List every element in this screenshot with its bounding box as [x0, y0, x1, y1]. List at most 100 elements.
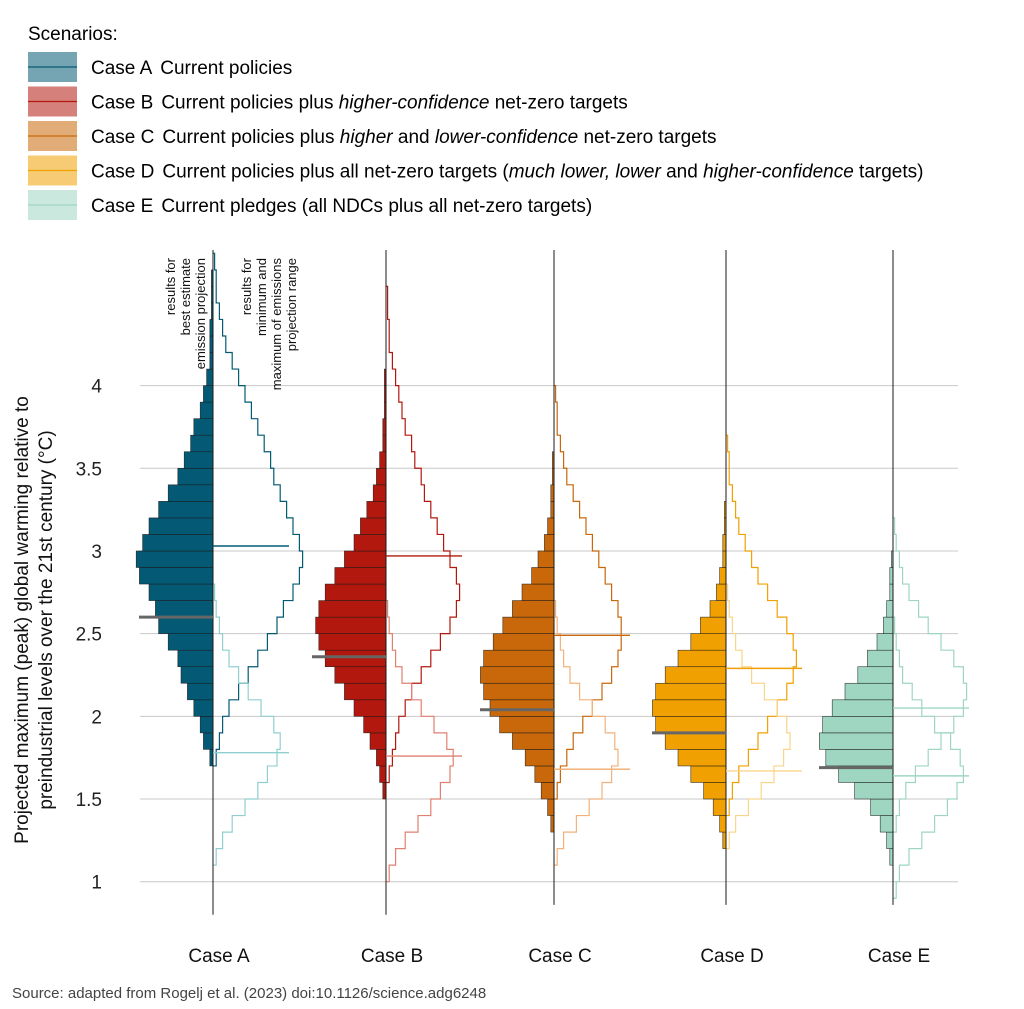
histogram-bar: [502, 616, 555, 634]
legend-text-part: higher-confidence: [339, 93, 490, 114]
legend-text-part: net-zero targets: [578, 127, 716, 148]
annotation-line: projection range: [284, 258, 299, 351]
histogram-bar: [512, 600, 555, 618]
histogram-bar: [531, 567, 555, 585]
histogram-bar: [655, 716, 727, 734]
best-estimate-histogram: [315, 368, 387, 800]
annotation-line: results for: [163, 257, 178, 315]
annotation-line: maximum of emissions: [269, 258, 284, 391]
histogram-bar: [664, 732, 727, 750]
violin-case-b: [312, 250, 462, 915]
legend-text-part: higher: [340, 127, 393, 148]
histogram-bar: [483, 682, 555, 701]
histogram-bar: [540, 782, 555, 800]
legend-text-part: Current policies plus all net-zero targe…: [162, 162, 509, 183]
histogram-bar: [353, 699, 387, 717]
histogram-bar: [177, 649, 214, 668]
annotation-min-max-range: results for minimum and maximum of emissio…: [239, 257, 299, 390]
histogram-bar: [690, 765, 727, 783]
histogram-bar: [369, 732, 387, 750]
histogram-bar: [177, 467, 214, 486]
histogram-bar: [521, 583, 555, 601]
histogram-bar: [135, 550, 214, 568]
legend-title: Scenarios:: [28, 24, 118, 45]
violin-case-d: [652, 250, 802, 905]
histogram-bar: [363, 716, 387, 734]
legend-text-part: lower-confidence: [435, 127, 578, 148]
histogram-bar: [158, 501, 214, 519]
histogram-bar: [825, 749, 894, 767]
best-estimate-histogram: [819, 550, 894, 866]
min-range-histogram: [554, 599, 619, 866]
legend-entry-1: Case A Current policies: [28, 52, 292, 82]
histogram-bar: [655, 682, 727, 701]
histogram-bar: [886, 600, 894, 618]
histogram-bar: [199, 401, 214, 419]
histogram-bar: [139, 567, 214, 585]
histogram-bar: [712, 798, 727, 816]
histogram-bar: [483, 649, 555, 668]
annotation-line: best estimate: [178, 258, 193, 335]
annotation-line: emission projection: [193, 258, 208, 369]
min-range-histogram: [386, 599, 454, 883]
histogram-bar: [512, 732, 555, 750]
histogram-bar: [379, 451, 387, 469]
legend-text-part: Current policies: [160, 58, 292, 79]
histogram-bar: [193, 418, 214, 436]
legend-case-name: Case E: [91, 196, 153, 217]
histogram-bar: [819, 732, 894, 750]
histogram-bar: [870, 798, 894, 816]
legend-entry-4: Case D Current policies plus all net-zero…: [28, 155, 923, 186]
legend-text-part: and: [393, 127, 435, 148]
histogram-bar: [366, 501, 387, 519]
legend-text-part: higher-confidence: [703, 162, 854, 183]
legend-label: Case E Current pledges (all NDCs plus all…: [91, 196, 592, 217]
histogram-bar: [534, 765, 555, 783]
histogram-bar: [537, 550, 555, 568]
legend-text-part: and: [661, 162, 703, 183]
y-axis-label: Projected maximum (peak) global warming …: [12, 396, 57, 844]
histogram-bar: [372, 484, 387, 502]
x-category-label: Case A: [188, 946, 250, 967]
best-estimate-histogram: [480, 451, 555, 833]
x-category-label: Case C: [528, 946, 591, 967]
histogram-bar: [652, 699, 727, 717]
histogram-bar: [499, 716, 555, 734]
histogram-bar: [190, 434, 214, 453]
histogram-bar: [677, 749, 727, 767]
legend-entry-3: Case C Current policies plus higher and l…: [28, 121, 717, 151]
histogram-bar: [524, 749, 555, 767]
histogram-bar: [544, 534, 555, 552]
max-range-histogram: [893, 517, 968, 833]
histogram-bar: [480, 666, 555, 684]
histogram-bar: [822, 716, 894, 734]
histogram-bar: [142, 534, 214, 552]
histogram-bar: [376, 467, 387, 486]
histogram-bar: [203, 732, 214, 750]
legend-text-part: net-zero targets: [489, 93, 627, 114]
histogram-bar: [193, 699, 214, 717]
y-tick-label: 2.5: [76, 625, 102, 646]
best-estimate-histogram: [652, 501, 727, 849]
histogram-bar: [167, 633, 214, 651]
histogram-bar: [344, 550, 387, 568]
histogram-bar: [360, 517, 387, 535]
y-tick-label: 4: [91, 377, 102, 398]
histogram-bar: [334, 567, 387, 585]
histogram-bar: [831, 699, 894, 717]
histogram-bar: [876, 633, 894, 651]
legend-case-name: Case C: [91, 127, 154, 148]
histogram-bar: [883, 616, 894, 634]
histogram-bar: [379, 765, 387, 783]
histogram-bar: [690, 633, 727, 651]
histogram-bar: [324, 583, 387, 601]
histogram-bar: [334, 666, 387, 684]
histogram-bar: [867, 649, 894, 668]
violin-case-e: [819, 250, 969, 905]
histogram-bar: [187, 682, 214, 701]
y-tick-label: 1: [91, 873, 102, 894]
x-category-label: Case D: [700, 946, 763, 967]
histogram-bar: [203, 385, 214, 403]
